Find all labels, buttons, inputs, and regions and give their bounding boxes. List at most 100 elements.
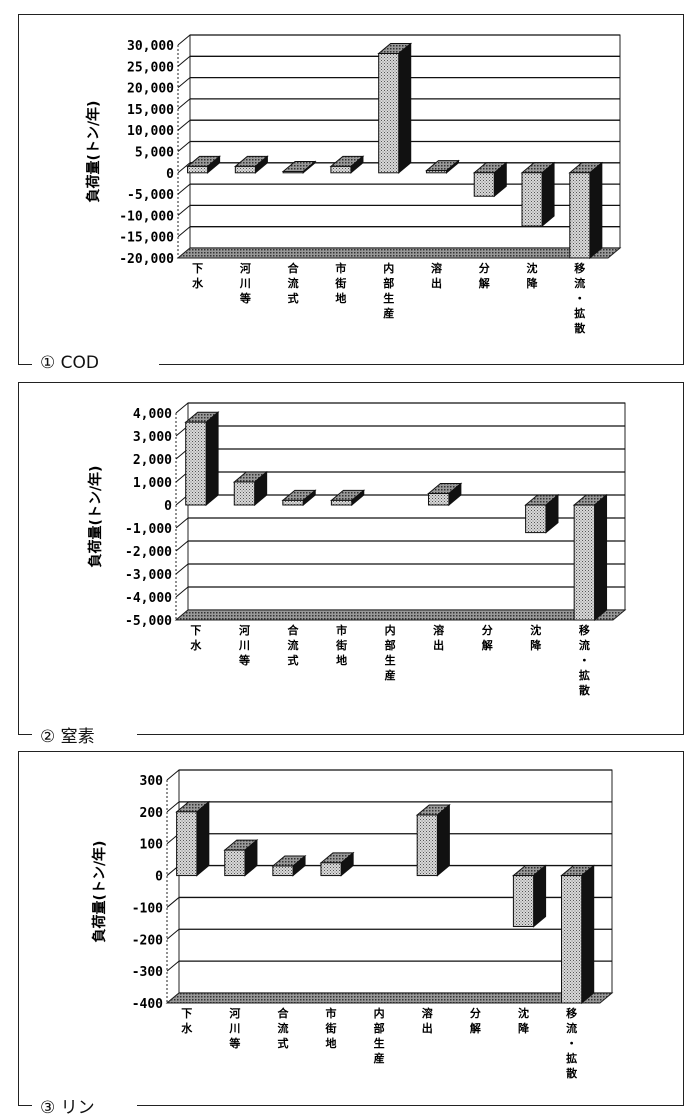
bar-7 [512,875,535,928]
bar-8 [569,172,591,259]
x-tick-label: 内 [374,1006,385,1020]
x-tick-label: 水 [181,1021,193,1035]
floor [165,992,614,1004]
gridline-side [175,540,189,552]
x-tick-label: 河 [240,261,251,275]
cod-panel [18,14,684,365]
gridline-side [166,928,180,940]
x-tick-label: 産 [383,306,394,320]
phosphorus-caption: ③ リン [32,1093,103,1118]
gridline-side [175,586,189,598]
gridline-side [166,769,180,781]
floor [176,247,622,259]
gridline-side [177,183,191,195]
nitrogen-caption: ② 窒素 [32,722,103,747]
bar-1 [234,165,256,174]
x-tick-label: 内 [383,261,394,275]
y-tick-label: -300 [132,965,163,980]
x-tick-label: 市 [335,261,346,275]
bar-0 [185,421,207,506]
y-tick-label: 0 [155,870,163,885]
y-tick-label: -10,000 [119,209,174,224]
x-tick-label: 街 [325,1021,337,1035]
x-tick-label: 地 [326,1036,337,1050]
y-tick-label: -2,000 [125,545,172,560]
bar-side [581,864,595,1005]
x-tick-label: 流 [579,638,590,652]
x-tick-label: 式 [288,291,299,305]
bar-side [436,803,450,877]
gridline-side [166,801,180,813]
x-tick-label: 散 [566,1066,578,1080]
x-tick-label: 内 [385,623,396,637]
bar-side [533,864,547,928]
bar-5 [427,493,450,506]
gridline-side [177,55,191,67]
x-tick-label: 川 [239,277,251,290]
bar-2 [282,499,304,506]
bar-5 [425,170,448,174]
nitrogen-panel [18,382,684,735]
gridline-side [175,563,189,575]
bar-side [589,161,603,260]
y-tick-label: -5,000 [125,614,172,629]
x-tick-label: 生 [385,653,396,667]
x-tick-label: 沈 [518,1006,529,1020]
bar-side [205,411,219,507]
x-tick-label: 川 [238,639,250,652]
plot-back-wall [187,402,626,611]
x-tick-label: 溶 [431,261,442,275]
bar-5 [416,814,438,877]
x-tick-label: 部 [374,1021,385,1035]
x-tick-label: 河 [239,623,250,637]
y-tick-label: -400 [132,997,163,1012]
gridline-side [177,162,191,174]
x-tick-label: 分 [479,261,490,275]
x-tick-label: 流 [288,638,299,652]
x-tick-label: 下 [190,624,201,637]
x-tick-label: 分 [470,1006,481,1020]
x-tick-label: 拡 [574,306,585,320]
x-tick-label: ・ [574,292,585,305]
bar-side [398,42,412,174]
x-tick-label: 地 [336,653,347,667]
bar-3 [330,499,353,506]
bar-8 [573,504,596,621]
x-tick-label: 市 [336,623,347,637]
bar-1 [224,849,246,877]
x-tick-label: 散 [579,683,591,697]
x-tick-label: 等 [239,291,251,305]
gridline-side [177,77,191,88]
y-tick-label: 2,000 [133,453,172,468]
y-tick-label: 25,000 [127,60,174,75]
bar-7 [521,172,543,227]
gridline-side [177,34,191,46]
y-tick-label: 300 [140,774,164,789]
x-tick-label: 解 [470,1021,481,1035]
bar-4 [378,53,400,174]
x-tick-label: 散 [574,321,586,335]
y-tick-label: 100 [140,838,164,853]
x-tick-label: 溶 [433,623,444,637]
y-tick-label: 4,000 [133,407,172,422]
x-tick-label: 出 [431,276,442,290]
x-tick-label: 式 [277,1036,288,1050]
y-axis-label: 負荷量(トン/年) [85,101,102,203]
floor [174,609,627,621]
bar-3 [320,862,342,877]
x-tick-label: 移 [566,1006,577,1020]
x-tick-label: ・ [579,654,590,667]
bar-0 [187,165,209,174]
x-tick-label: 分 [482,623,493,637]
x-tick-label: 水 [192,276,204,290]
y-tick-label: -3,000 [125,568,172,583]
bar-1 [233,481,256,506]
x-tick-label: 拡 [566,1051,577,1065]
x-tick-label: 降 [530,638,542,652]
bar-2 [282,171,304,174]
y-tick-label: -4,000 [125,591,172,606]
y-tick-label: -1,000 [125,522,172,537]
bar-2 [272,865,294,877]
bar-8 [561,875,583,1004]
